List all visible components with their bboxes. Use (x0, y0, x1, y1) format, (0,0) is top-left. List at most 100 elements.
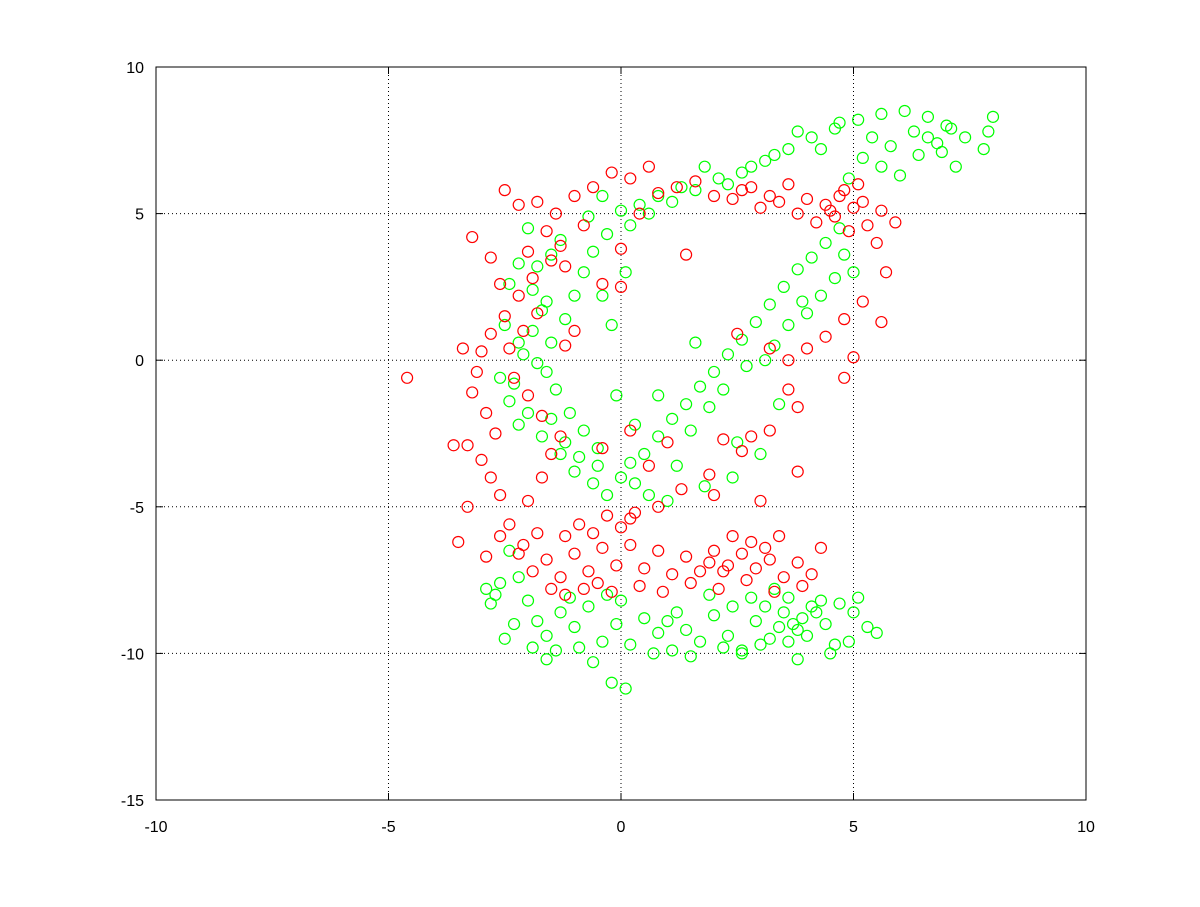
data-point (707, 544, 721, 557)
data-point (647, 647, 660, 660)
data-point (824, 204, 837, 217)
data-point (875, 315, 888, 329)
data-point (693, 635, 707, 648)
data-point (847, 266, 860, 279)
data-point (689, 175, 702, 188)
data-point (749, 315, 762, 329)
data-point (735, 647, 749, 660)
axis-ticks (155, 66, 1087, 801)
data-point (568, 324, 581, 337)
data-point (889, 216, 902, 229)
data-point (763, 298, 776, 311)
data-point (512, 289, 525, 302)
data-point (531, 307, 544, 320)
data-point (721, 629, 735, 642)
data-point (986, 110, 1000, 123)
data-point (656, 585, 669, 598)
data-point (466, 230, 479, 244)
data-point (503, 277, 516, 291)
data-point (652, 186, 665, 200)
data-point (684, 424, 697, 437)
data-point (521, 494, 535, 508)
data-point (642, 160, 656, 173)
data-point (759, 600, 772, 613)
data-point (782, 178, 795, 191)
data-point (819, 330, 832, 343)
data-point (559, 339, 572, 352)
data-point (949, 160, 962, 173)
data-point (545, 254, 558, 267)
data-point (768, 585, 781, 598)
data-point (642, 488, 656, 502)
data-point (875, 160, 888, 173)
data-point (828, 272, 842, 285)
data-point (786, 617, 800, 631)
data-point (526, 641, 539, 654)
data-point (833, 222, 846, 235)
data-point (559, 313, 572, 326)
data-point (540, 629, 553, 642)
data-point (661, 615, 674, 628)
x-tick-label: -5 (381, 819, 395, 836)
data-point (652, 389, 665, 402)
data-point (703, 401, 716, 414)
data-point (614, 204, 628, 217)
data-point (768, 148, 781, 162)
data-point (535, 471, 549, 484)
data-point (507, 617, 521, 631)
data-point (605, 676, 618, 689)
series-2 (401, 160, 902, 601)
data-point (586, 181, 600, 194)
data-point (726, 600, 739, 613)
data-point (800, 629, 814, 642)
data-point (782, 354, 795, 367)
data-point (791, 207, 804, 220)
data-point (633, 198, 646, 211)
data-point (401, 371, 414, 384)
data-point (573, 518, 586, 531)
data-point (805, 131, 818, 144)
data-point (554, 447, 567, 461)
data-point (642, 207, 656, 220)
plot-frame (155, 66, 1087, 801)
data-point (679, 623, 693, 637)
data-point (759, 354, 772, 367)
data-point (568, 620, 581, 634)
data-point (531, 260, 544, 273)
data-point (633, 207, 646, 220)
data-point (824, 647, 837, 660)
data-point (698, 480, 711, 493)
data-point (577, 582, 590, 595)
data-point (763, 189, 776, 203)
data-point (879, 266, 893, 279)
data-point (596, 541, 609, 554)
data-point (559, 588, 572, 601)
data-point (921, 110, 935, 123)
data-point (679, 248, 693, 261)
data-point (759, 541, 772, 554)
data-point (610, 559, 623, 572)
data-points (401, 104, 1000, 695)
data-point (624, 172, 637, 185)
data-point (814, 594, 828, 607)
data-point (842, 635, 855, 648)
x-tick-label: 5 (849, 819, 858, 836)
data-point (763, 424, 776, 437)
data-point (624, 538, 637, 552)
data-point (712, 582, 725, 595)
data-point (596, 189, 609, 203)
data-point (754, 201, 767, 214)
data-point (731, 327, 744, 340)
data-point (870, 236, 883, 250)
data-point (591, 576, 604, 590)
data-point (726, 471, 739, 484)
data-point (772, 530, 786, 543)
data-point (494, 277, 507, 291)
data-point (498, 310, 511, 323)
data-point (480, 406, 493, 420)
data-point (512, 257, 525, 270)
data-point (605, 166, 618, 179)
data-point (466, 386, 479, 399)
data-point (800, 192, 814, 206)
